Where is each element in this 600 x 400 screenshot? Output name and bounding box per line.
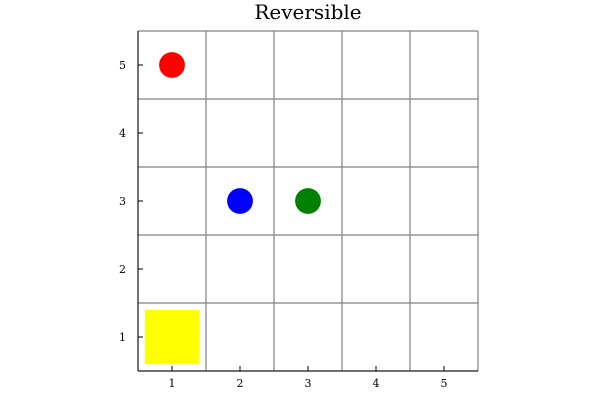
y-tick-label: 4: [119, 127, 126, 140]
grid-lines: [137, 30, 479, 372]
y-tick-label: 2: [119, 263, 126, 276]
yellow-square-piece[interactable]: [144, 309, 200, 365]
x-tick-label: 5: [441, 377, 448, 390]
x-tick-label: 3: [305, 377, 312, 390]
green-circle-piece[interactable]: [295, 188, 321, 214]
y-tick-label: 3: [119, 195, 126, 208]
x-tick-label: 2: [237, 377, 244, 390]
x-tick-label: 4: [373, 377, 380, 390]
red-circle-piece[interactable]: [159, 52, 185, 78]
x-tick-label: 1: [169, 377, 176, 390]
board-title: Reversible: [254, 0, 361, 24]
y-tick-label: 5: [119, 59, 126, 72]
blue-circle-piece[interactable]: [227, 188, 253, 214]
axes-layer: 1 2 3 4 5 1 2 3 4 5: [119, 31, 478, 390]
y-tick-label: 1: [119, 331, 126, 344]
pieces-layer: [144, 52, 321, 365]
